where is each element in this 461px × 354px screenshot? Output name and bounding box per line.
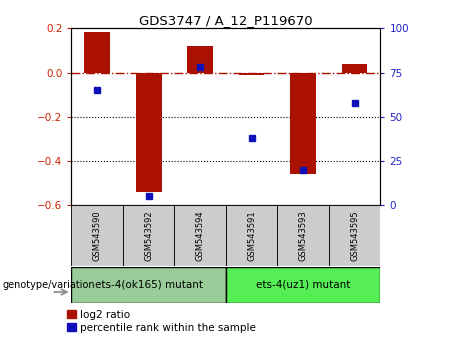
Text: GSM543594: GSM543594	[195, 210, 205, 261]
Bar	[187, 46, 213, 73]
Text: genotype/variation: genotype/variation	[2, 280, 95, 290]
Bar	[174, 205, 226, 266]
Bar	[278, 205, 329, 266]
Bar	[329, 205, 380, 266]
Text: ets-4(uz1) mutant: ets-4(uz1) mutant	[256, 280, 350, 290]
Bar	[290, 73, 316, 175]
Bar	[71, 267, 226, 303]
Text: ets-4(ok165) mutant: ets-4(ok165) mutant	[95, 280, 203, 290]
Text: GSM543593: GSM543593	[299, 210, 307, 261]
Legend: log2 ratio, percentile rank within the sample: log2 ratio, percentile rank within the s…	[67, 310, 256, 333]
Bar	[342, 64, 367, 73]
Text: GSM543592: GSM543592	[144, 210, 153, 261]
Text: GSM543590: GSM543590	[93, 210, 102, 261]
Bar	[239, 73, 265, 75]
Title: GDS3747 / A_12_P119670: GDS3747 / A_12_P119670	[139, 14, 313, 27]
Text: GSM543595: GSM543595	[350, 210, 359, 261]
Bar	[123, 205, 174, 266]
Bar	[226, 205, 278, 266]
Bar	[84, 32, 110, 73]
Bar	[136, 73, 161, 192]
Bar	[71, 205, 123, 266]
Bar	[226, 267, 380, 303]
Text: GSM543591: GSM543591	[247, 210, 256, 261]
